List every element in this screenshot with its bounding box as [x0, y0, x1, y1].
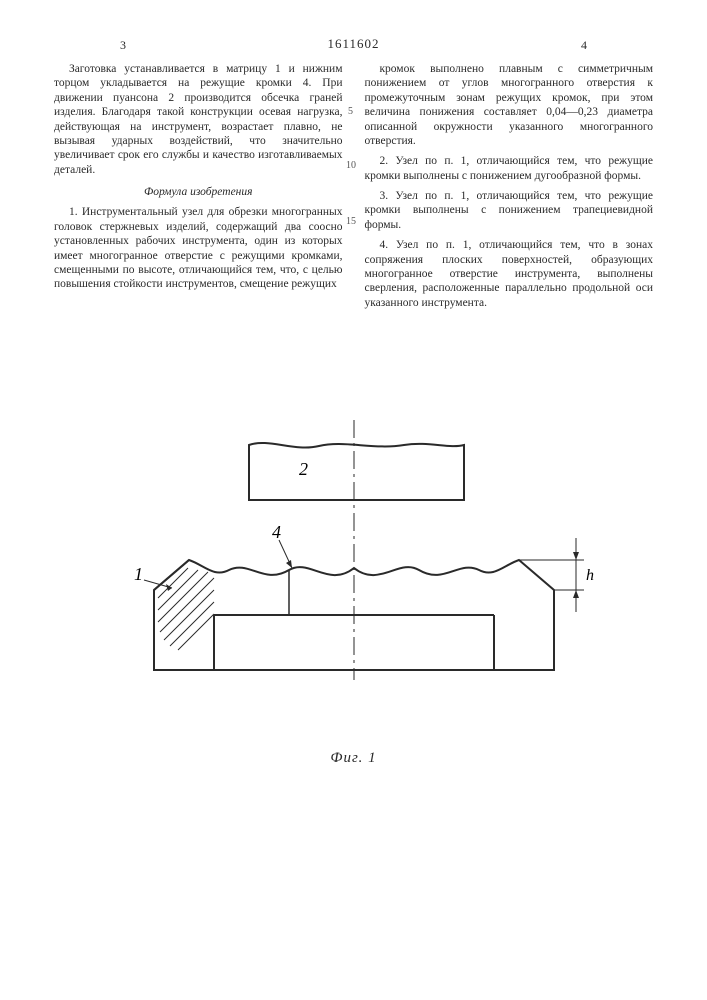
right-p4: 4. Узел по п. 1, отличающийся тем, что в… [365, 238, 654, 310]
formula-heading: Формула изобретения [54, 185, 343, 199]
label-1: 1 [134, 564, 143, 584]
right-p1: кромок выполнено плавным с симметричным … [365, 62, 654, 148]
line-number-10: 10 [346, 160, 356, 171]
figure-1-caption: Фиг. 1 [330, 750, 376, 767]
page: 3 4 1611602 5 10 15 Заготовка устанавлив… [0, 0, 707, 1000]
label-2: 2 [299, 459, 308, 479]
line-number-15: 15 [346, 216, 356, 227]
left-p2: 1. Инструментальный узел для обрезки мно… [54, 205, 343, 291]
label-4-leader [279, 540, 292, 568]
label-4: 4 [272, 522, 281, 542]
right-p2: 2. Узел по п. 1, отличающийся тем, что р… [365, 154, 654, 183]
label-h: h [586, 567, 594, 584]
header-row: 1611602 [54, 36, 653, 52]
figure-1-svg: 2 [94, 420, 614, 720]
left-column: Заготовка устанавливается в матрицу 1 и … [54, 62, 343, 316]
punch-block [249, 443, 464, 500]
patent-number: 1611602 [54, 36, 653, 52]
right-p3: 3. Узел по п. 1, отличающийся тем, что р… [365, 189, 654, 232]
col-num-right: 4 [581, 38, 587, 53]
dimension-h [519, 538, 584, 612]
line-number-5: 5 [348, 106, 353, 117]
right-column: кромок выполнено плавным с симметричным … [365, 62, 654, 316]
text-columns: Заготовка устанавливается в матрицу 1 и … [54, 62, 653, 316]
left-p1: Заготовка устанавливается в матрицу 1 и … [54, 62, 343, 177]
col-num-left: 3 [120, 38, 126, 53]
figure-1: 2 [0, 420, 707, 767]
